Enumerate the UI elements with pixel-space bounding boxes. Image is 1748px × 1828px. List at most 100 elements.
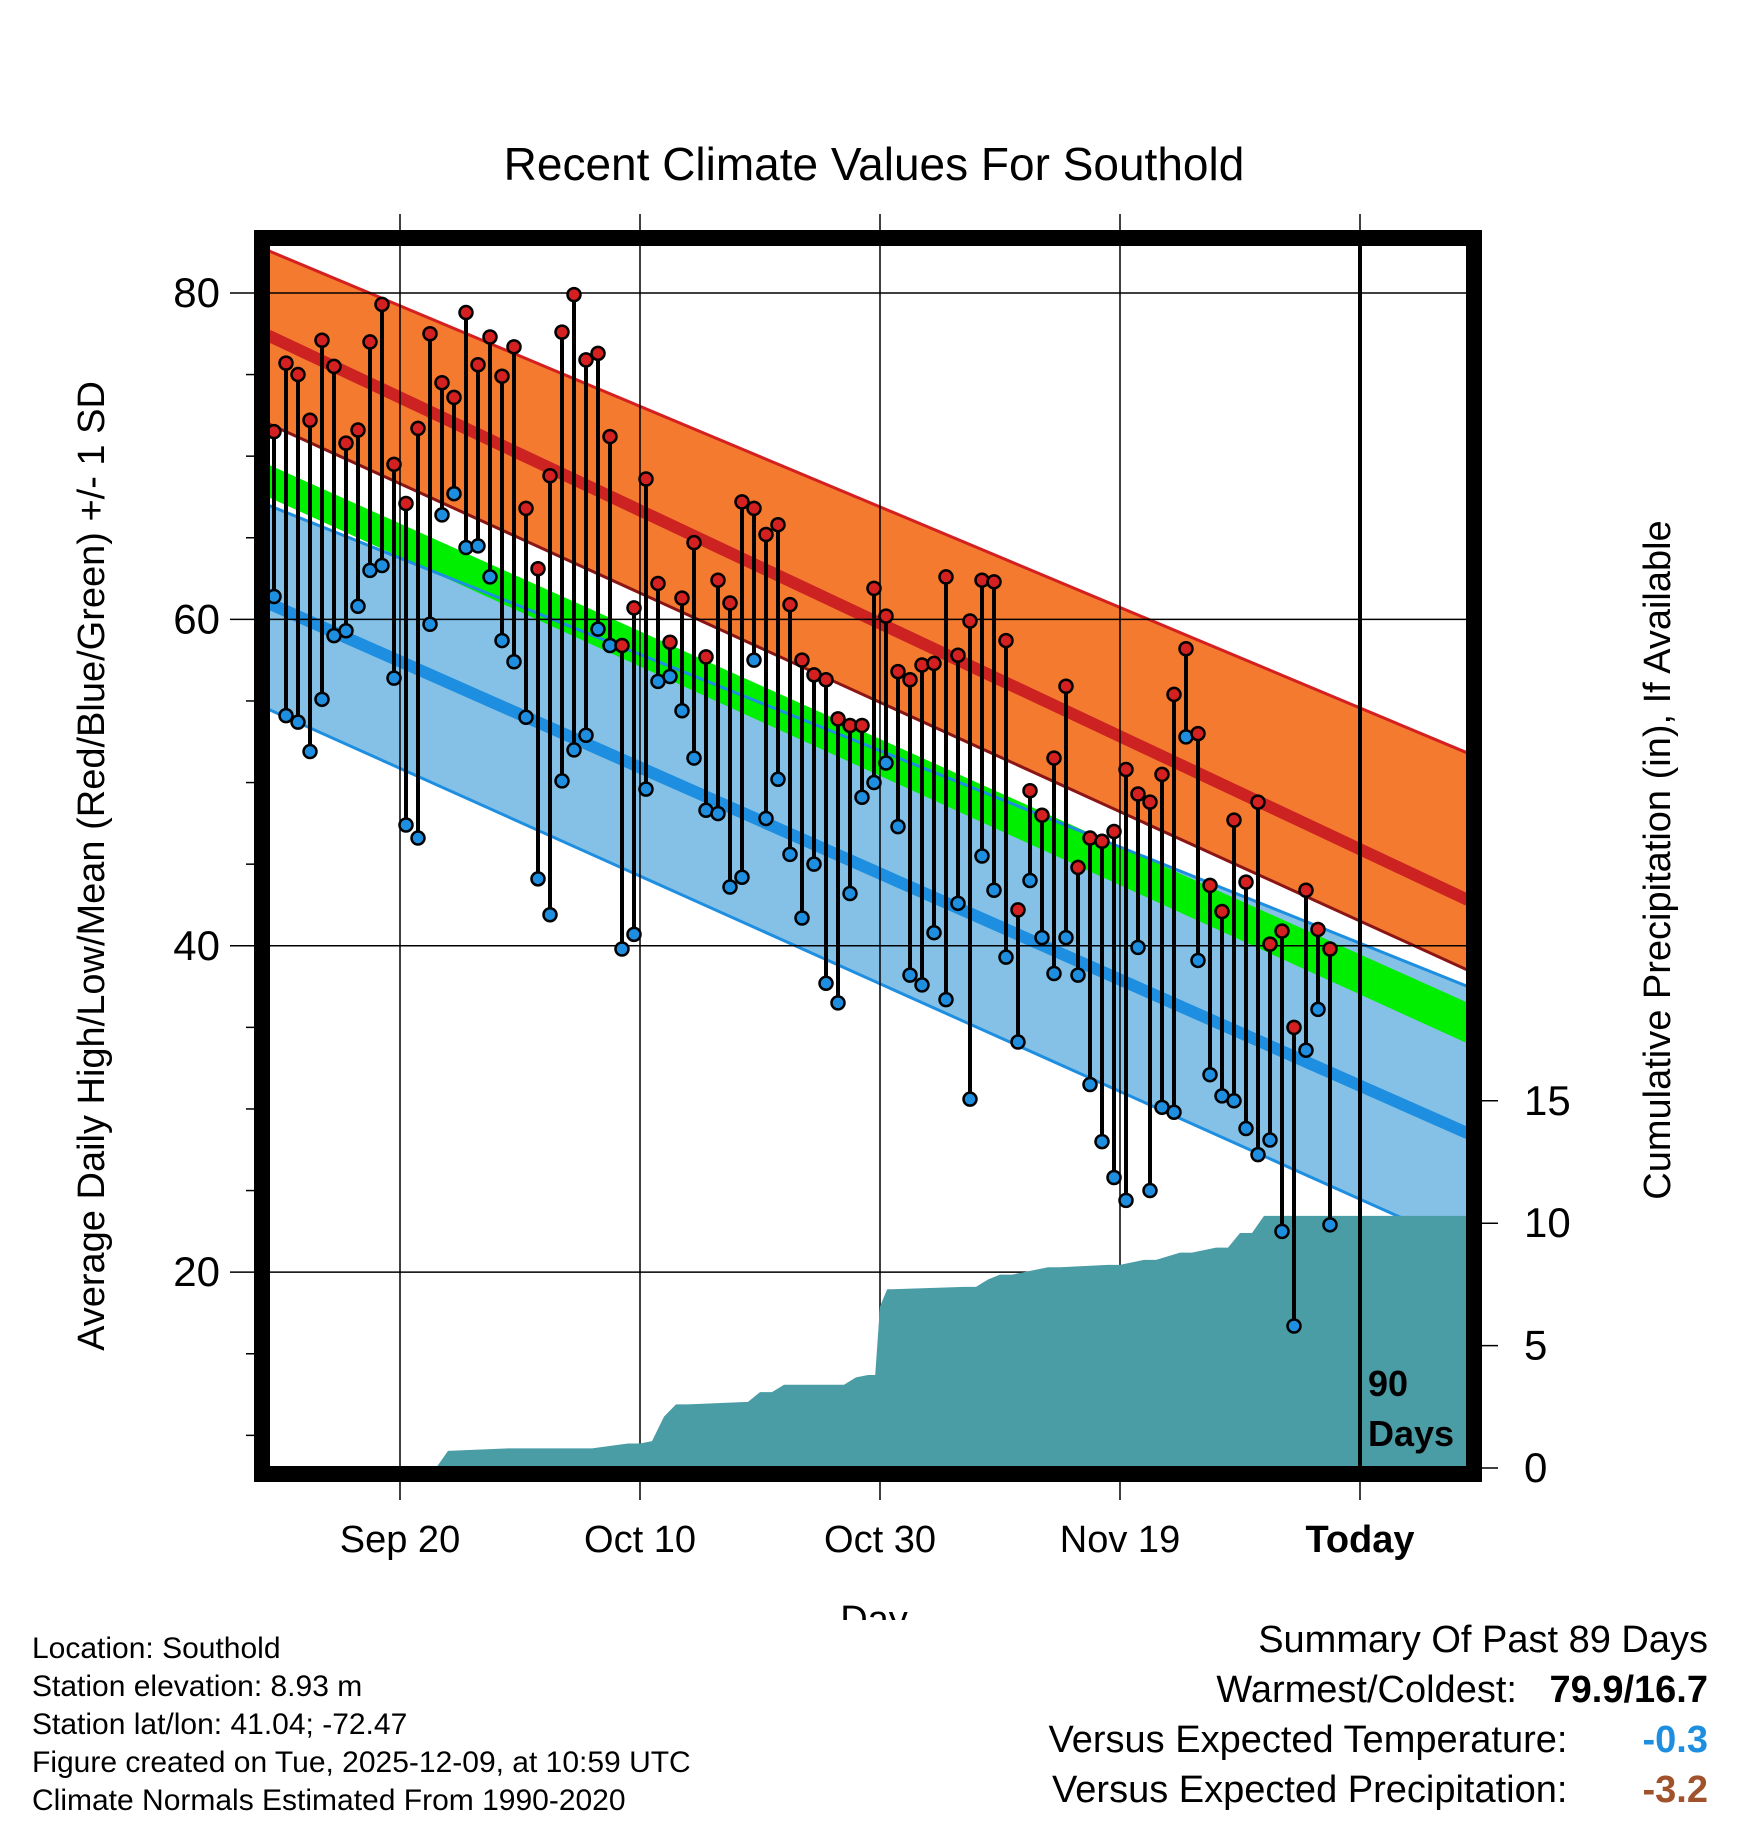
low-point xyxy=(722,879,738,895)
low-point xyxy=(770,771,786,788)
low-point xyxy=(314,691,330,708)
high-point xyxy=(1262,936,1278,952)
low-point xyxy=(566,742,582,758)
high-point xyxy=(770,516,786,533)
low-point xyxy=(410,830,426,846)
low-point xyxy=(1010,1034,1026,1050)
y2-tick-label: 10 xyxy=(1524,1199,1571,1246)
high-point xyxy=(542,467,558,484)
high-point xyxy=(1166,686,1182,703)
x-tick-label: Oct 30 xyxy=(824,1519,936,1561)
high-point xyxy=(866,580,882,597)
low-point xyxy=(710,805,726,822)
low-point xyxy=(854,789,870,805)
high-point xyxy=(530,561,546,577)
low-point xyxy=(1082,1076,1098,1093)
high-point xyxy=(1130,786,1146,802)
low-point xyxy=(278,707,294,724)
high-point xyxy=(830,711,846,727)
low-point xyxy=(794,910,810,926)
y2-tick-label: 15 xyxy=(1524,1077,1571,1124)
low-point xyxy=(1094,1133,1110,1150)
low-point xyxy=(830,995,846,1011)
high-point xyxy=(1010,902,1026,918)
temp-anomaly-label: Versus Expected Temperature: xyxy=(1048,1719,1568,1761)
high-point xyxy=(722,595,738,611)
elevation-text: Station elevation: 8.93 m xyxy=(32,1670,363,1703)
low-point xyxy=(506,654,522,670)
high-point xyxy=(1094,833,1110,850)
high-point xyxy=(590,345,606,362)
high-point xyxy=(698,649,714,665)
high-point xyxy=(482,329,498,345)
y2-tick-label: 5 xyxy=(1524,1322,1547,1369)
high-point xyxy=(1118,761,1134,778)
high-point xyxy=(662,634,678,650)
mean-normal-band xyxy=(268,464,1468,1044)
y-tick-label: 20 xyxy=(173,1248,220,1295)
high-point xyxy=(1106,823,1122,840)
low-lower-sd-line xyxy=(268,707,1468,1250)
low-point xyxy=(914,977,930,993)
high-point xyxy=(818,671,834,688)
low-point xyxy=(542,907,558,923)
low-point xyxy=(638,781,654,797)
plot-frame xyxy=(254,230,1482,1482)
low-point xyxy=(1250,1146,1266,1163)
high-point xyxy=(470,357,486,373)
low-point xyxy=(998,949,1014,965)
high-point xyxy=(1226,812,1242,828)
low-point xyxy=(1322,1217,1338,1233)
high-point xyxy=(1034,807,1050,823)
high-point xyxy=(398,495,414,512)
daily-high-points xyxy=(268,286,1338,1036)
low-point xyxy=(1166,1104,1182,1120)
high-point xyxy=(626,600,642,616)
low-point xyxy=(350,598,366,615)
high-point xyxy=(794,652,810,668)
low-point xyxy=(758,810,774,827)
x-tick-label: Today xyxy=(1305,1519,1414,1561)
high-point xyxy=(962,613,978,629)
precip-anomaly-label: Versus Expected Precipitation: xyxy=(1052,1769,1568,1811)
low-point xyxy=(518,709,534,726)
x-axis-label: Day xyxy=(840,1599,908,1620)
high-point xyxy=(686,534,702,551)
low-point xyxy=(1142,1182,1158,1199)
low-point xyxy=(338,623,354,639)
low-point xyxy=(902,967,918,983)
high-point xyxy=(902,671,918,688)
high-point xyxy=(302,412,318,429)
high-point xyxy=(926,655,942,672)
low-point xyxy=(866,774,882,791)
high-point xyxy=(614,637,630,654)
low-point xyxy=(1274,1223,1290,1240)
high-point xyxy=(650,575,666,592)
high-point xyxy=(1238,874,1254,890)
high-point xyxy=(1070,859,1086,876)
low-point xyxy=(938,991,954,1008)
high-point xyxy=(434,374,450,391)
y2-axis-label: Cumulative Precipitation (in), If Availa… xyxy=(1637,520,1679,1199)
high-point xyxy=(710,572,726,588)
low-point xyxy=(590,621,606,637)
temp-anomaly-value: -0.3 xyxy=(1642,1719,1708,1761)
high-point xyxy=(1058,678,1074,695)
low-normal-band xyxy=(268,505,1468,1248)
high-point xyxy=(998,632,1014,649)
latlon-text: Station lat/lon: 41.04; -72.47 xyxy=(32,1708,408,1741)
low-point xyxy=(818,975,834,992)
high-point xyxy=(422,326,438,342)
high-point xyxy=(386,456,402,473)
high-point xyxy=(278,355,294,371)
high-point xyxy=(566,286,582,303)
low-point xyxy=(1298,1042,1314,1058)
low-point xyxy=(662,668,678,685)
high-point xyxy=(350,422,366,438)
low-point xyxy=(554,773,570,789)
low-point xyxy=(782,846,798,863)
climate-chart: Recent Climate Values For Southold 90 Day… xyxy=(71,138,1679,1620)
summary-panel: Summary Of Past 89 Days Warmest/Coldest:… xyxy=(1049,1615,1708,1815)
warmest-coldest-row: Warmest/Coldest: 79.9/16.7 xyxy=(1049,1665,1708,1715)
low-point xyxy=(494,632,510,649)
